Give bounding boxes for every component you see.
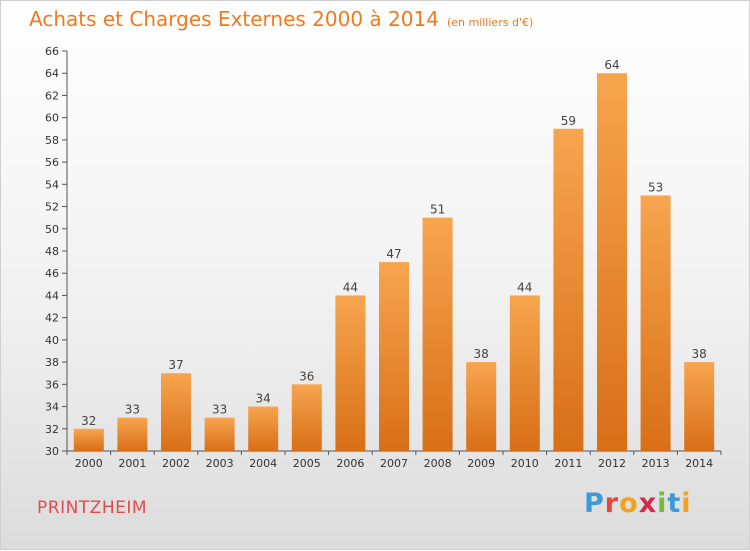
y-tick-label: 50 [45,223,59,236]
data-label: 51 [430,203,445,217]
y-tick-label: 62 [45,89,59,102]
y-tick-label: 64 [45,67,59,80]
y-tick-label: 36 [45,378,59,391]
x-tick-label: 2007 [380,457,408,470]
data-label: 47 [386,247,401,261]
bar [73,428,104,451]
data-label: 44 [343,280,358,294]
data-label: 34 [256,392,271,406]
y-tick-label: 32 [45,423,59,436]
logo-letter: i [657,488,668,519]
data-label: 32 [81,414,96,428]
logo-letter: r [604,488,620,519]
data-label: 37 [168,358,183,372]
y-tick-label: 46 [45,267,59,280]
y-tick-label: 54 [45,178,59,191]
y-tick-label: 60 [45,112,59,125]
y-tick-label: 56 [45,156,59,169]
x-tick-label: 2008 [424,457,452,470]
data-label: 33 [125,403,140,417]
bar [335,295,366,451]
proxiti-logo: Proxiti [584,488,692,519]
x-tick-label: 2002 [162,457,190,470]
chart-title-text: Achats et Charges Externes 2000 à 2014 [29,7,439,31]
y-tick-label: 42 [45,312,59,325]
x-tick-label: 2001 [118,457,146,470]
x-tick-label: 2004 [249,457,277,470]
bar [117,417,148,451]
y-tick-label: 58 [45,134,59,147]
logo-letter: o [619,488,639,519]
y-tick-label: 44 [45,289,59,302]
x-tick-label: 2010 [511,457,539,470]
x-tick-label: 2013 [642,457,670,470]
data-label: 59 [561,114,576,128]
y-tick-label: 52 [45,201,59,214]
y-tick-label: 38 [45,356,59,369]
x-tick-label: 2012 [598,457,626,470]
y-tick-label: 40 [45,334,59,347]
data-label: 44 [517,280,532,294]
bar [466,362,497,451]
commune-name: PRINTZHEIM [37,498,148,518]
x-tick-label: 2005 [293,457,321,470]
bar [204,417,235,451]
bar [640,195,671,451]
x-tick-label: 2009 [467,457,495,470]
bar [379,262,409,451]
x-tick-label: 2014 [685,457,713,470]
data-label: 64 [604,58,619,72]
bar [509,295,540,451]
bar [684,362,715,451]
y-tick-label: 48 [45,245,59,258]
data-label: 38 [474,347,489,361]
bar [291,384,322,451]
x-tick-label: 2003 [206,457,234,470]
chart-subtitle: (en milliers d'€) [446,16,534,29]
bar [248,406,279,451]
bar [161,373,191,451]
logo-letter: x [638,488,658,519]
bar [422,217,453,451]
bar [597,73,627,451]
data-label: 53 [648,180,663,194]
data-label: 36 [299,369,314,383]
x-tick-label: 2011 [554,457,582,470]
y-tick-label: 34 [45,401,59,414]
logo-letter: P [584,488,605,519]
x-tick-label: 2000 [75,457,103,470]
data-label: 33 [212,403,227,417]
chart-title: Achats et Charges Externes 2000 à 2014 (e… [29,7,533,31]
y-tick-label: 30 [45,445,59,458]
y-tick-label: 66 [45,45,59,58]
bar [553,128,584,451]
logo-letter: t [667,488,682,519]
x-tick-label: 2006 [336,457,364,470]
data-label: 38 [692,347,707,361]
logo-letter: i [681,488,692,519]
